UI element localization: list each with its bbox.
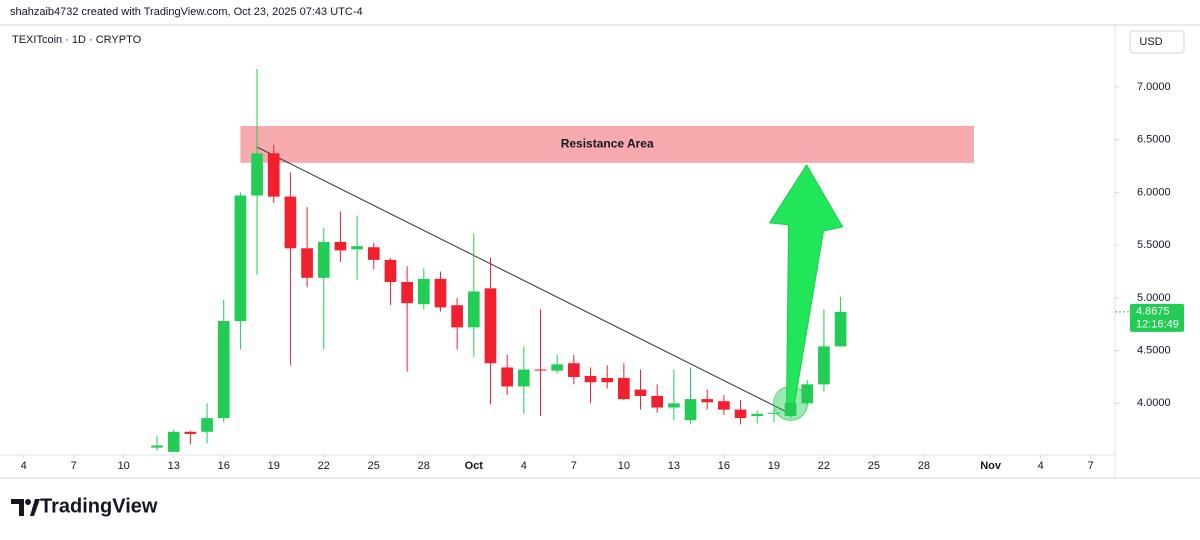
logo-text: TradingView	[40, 495, 158, 517]
candle-body	[517, 369, 530, 387]
y-tick-label: 4.0000	[1137, 397, 1171, 409]
resistance-area	[240, 125, 974, 163]
candle-body	[834, 311, 847, 347]
candle-body	[534, 369, 547, 371]
candle-body	[451, 305, 463, 328]
x-tick-label: 13	[168, 460, 180, 472]
candle-body	[284, 196, 297, 249]
candle-body	[401, 282, 413, 304]
y-tick-label: 4.5000	[1137, 344, 1171, 356]
trendline	[256, 146, 791, 415]
x-tick-label: 19	[268, 460, 280, 472]
candle-body	[718, 401, 730, 410]
candle-body	[734, 409, 747, 419]
candle-body	[751, 413, 764, 416]
x-tick-label: 16	[218, 460, 230, 472]
candle-body	[434, 278, 447, 308]
x-tick-label: 13	[668, 460, 680, 472]
symbol: TEXITcoin · 1D · CRYPTO	[12, 34, 142, 46]
x-tick-label: 25	[868, 460, 880, 472]
x-tick-label: 4	[21, 460, 27, 472]
candle-body	[634, 389, 647, 396]
candle-body	[484, 288, 497, 364]
x-tick-label: 25	[368, 460, 380, 472]
plot: Resistance Area 4 7 10 13 16 19 22 25 28 Oct 4 7 10 13…	[21, 68, 1184, 472]
y-tick-label: 5.0000	[1137, 292, 1171, 304]
x-tick-label: 22	[318, 460, 330, 472]
candle-body	[618, 378, 630, 400]
candle-body	[651, 395, 664, 408]
candle-body	[351, 246, 363, 250]
currency: USD	[1139, 36, 1162, 48]
candle-body	[367, 247, 380, 260]
x-tick-label: Oct	[465, 460, 484, 472]
candle-body	[801, 384, 814, 404]
y-tick-label: 6.0000	[1137, 186, 1171, 198]
candle-body	[251, 153, 263, 196]
candle-body	[384, 259, 397, 283]
x-tick-label: 4	[521, 460, 527, 472]
candle-body	[684, 399, 697, 421]
candle-body	[151, 445, 163, 448]
countdown: 12:16:49	[1136, 319, 1179, 331]
credit: shahzaib4732 created with TradingView.co…	[10, 6, 363, 18]
arrow	[768, 163, 844, 404]
x-tick-label: 7	[71, 460, 77, 472]
candle-body	[301, 248, 313, 278]
candle-body	[568, 363, 580, 377]
candle-body	[167, 431, 180, 452]
x-tick-label: 19	[768, 460, 780, 472]
x-tick-label: 28	[918, 460, 930, 472]
y-tick-label: 6.5000	[1137, 134, 1171, 146]
last-price-box	[1130, 303, 1184, 332]
candle-body	[467, 291, 480, 328]
candle-body	[267, 153, 280, 197]
candle-body	[768, 412, 780, 414]
x-tick-label: 10	[118, 460, 130, 472]
candle-body	[234, 195, 247, 322]
x-tick-label: 22	[818, 460, 830, 472]
candle-body	[501, 367, 513, 387]
currency-box[interactable]	[1129, 30, 1185, 54]
candle-body	[201, 418, 213, 432]
x-tick-label: 7	[1088, 460, 1094, 472]
x-tick-label: 4	[1038, 460, 1044, 472]
x-tick-label: 16	[718, 460, 730, 472]
candle-body	[184, 431, 197, 434]
logo-icon	[11, 499, 40, 516]
x-tick-label: 28	[418, 460, 430, 472]
candle-body	[334, 241, 347, 251]
annotation-text: Resistance Area	[561, 137, 654, 151]
candle-body	[784, 403, 797, 416]
candle-body	[601, 378, 614, 383]
y-tick-label: 7.0000	[1137, 81, 1171, 93]
candle-body	[584, 375, 597, 383]
candle-body	[668, 403, 680, 408]
candle-body	[701, 399, 714, 403]
candle-body	[551, 364, 563, 371]
y-tick-label: 5.5000	[1137, 239, 1171, 251]
x-tick-label: 10	[618, 460, 630, 472]
candle-body	[217, 321, 230, 419]
candle-body	[317, 241, 330, 278]
candle-body	[818, 346, 830, 385]
candle-body	[417, 278, 430, 305]
x-tick-label: 7	[571, 460, 577, 472]
last-price: 4.8675	[1136, 306, 1170, 318]
x-tick-label: Nov	[980, 460, 1002, 472]
